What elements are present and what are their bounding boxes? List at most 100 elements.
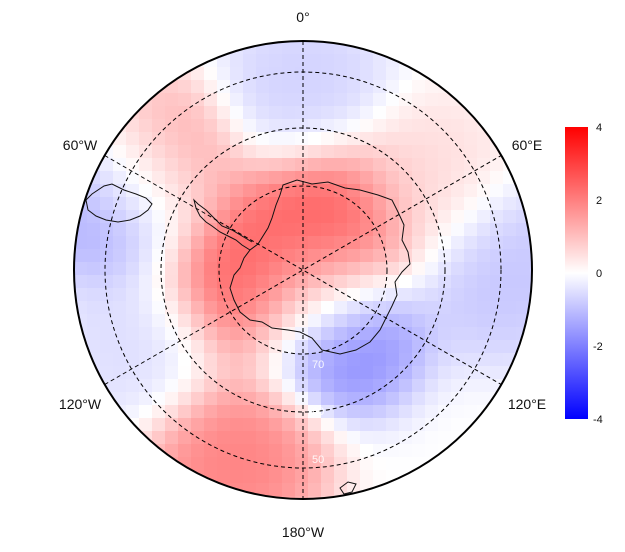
field-cell [139,444,153,458]
field-cell [256,353,270,367]
field-cell [191,418,205,432]
field-cell [295,379,309,393]
field-cell [282,405,296,419]
field-cell [295,314,309,328]
field-cell [204,314,218,328]
field-cell [425,444,439,458]
field-cell [269,158,283,172]
field-cell [113,418,127,432]
field-cell [230,340,244,354]
field-cell [321,262,335,276]
field-cell [178,470,192,484]
field-cell [191,340,205,354]
field-cell [373,106,387,120]
field-cell [308,301,322,315]
field-cell [165,197,179,211]
field-cell [464,353,478,367]
field-cell [477,340,491,354]
field-cell [308,171,322,185]
field-cell [191,314,205,328]
field-cell [230,353,244,367]
field-cell [217,470,231,484]
field-cell [191,67,205,81]
field-cell [464,275,478,289]
field-cell [152,184,166,198]
field-cell [399,184,413,198]
field-cell [269,301,283,315]
field-cell [347,210,361,224]
field-cell [204,223,218,237]
field-cell [399,405,413,419]
field-cell [256,67,270,81]
field-cell [464,171,478,185]
field-cell [165,262,179,276]
field-cell [256,262,270,276]
field-cell [100,327,114,341]
field-cell [204,327,218,341]
field-cell [529,301,532,315]
field-cell [308,145,322,159]
field-cell [334,106,348,120]
field-cell [126,288,140,302]
field-cell [321,301,335,315]
field-cell [217,67,231,81]
field-cell [464,405,478,419]
field-cell [503,262,517,276]
field-cell [256,431,270,445]
field-cell [191,353,205,367]
field-cell [451,366,465,380]
field-cell [152,379,166,393]
field-cell [243,171,257,185]
field-cell [373,145,387,159]
field-cell [217,132,231,146]
field-cell [269,457,283,471]
field-cell [204,301,218,315]
field-cell [165,145,179,159]
field-cell [269,236,283,250]
field-cell [217,405,231,419]
field-cell [191,119,205,133]
field-cell [256,54,270,68]
field-cell [412,340,426,354]
field-cell [477,210,491,224]
field-cell [477,301,491,315]
field-cell [269,379,283,393]
field-cell [347,145,361,159]
field-cell [308,418,322,432]
field-cell [425,132,439,146]
field-cell [399,457,413,471]
field-cell [412,262,426,276]
field-cell [308,444,322,458]
field-cell [100,171,114,185]
field-cell [204,483,218,497]
field-cell [412,275,426,289]
field-cell [321,327,335,341]
field-cell [464,158,478,172]
field-cell [282,119,296,133]
field-cell [139,340,153,354]
field-cell [74,249,88,263]
field-cell [295,236,309,250]
field-cell [412,444,426,458]
field-cell [503,327,517,341]
field-cell [347,366,361,380]
field-cell [451,119,465,133]
field-cell [308,483,322,497]
field-cell [334,54,348,68]
field-cell [178,119,192,133]
field-cell [503,275,517,289]
field-cell [503,184,517,198]
field-cell [425,314,439,328]
field-cell [412,184,426,198]
field-cell [256,184,270,198]
field-cell [217,145,231,159]
field-cell [165,431,179,445]
field-cell [87,210,101,224]
field-cell [347,132,361,146]
field-cell [217,119,231,133]
lon-label-upper-right: 60°E [512,137,543,153]
field-cell [87,301,101,315]
field-cell [113,262,127,276]
field-cell [269,132,283,146]
field-cell [516,288,530,302]
